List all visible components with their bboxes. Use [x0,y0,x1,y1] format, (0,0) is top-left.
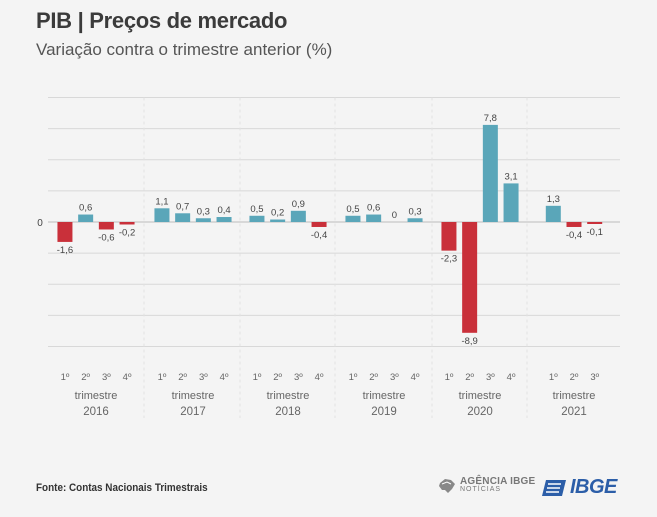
bar-2017-q1 [154,208,170,222]
agencia-brazil-map-icon [439,479,455,493]
data-label-2019-q3: 0 [392,210,397,221]
data-label-2017-q4: 0,4 [217,205,230,216]
bar-2021-q2 [566,222,582,227]
group-prefix-2017: trimestre [172,390,215,402]
data-label-2020-q1: -2,3 [441,254,457,265]
bar-2018-q2 [270,219,286,222]
ibge-wordmark: IBGE [570,476,617,498]
group-prefix-2020: trimestre [459,390,502,402]
tick-label-2016-q1: 1º [61,372,70,383]
group-prefix-2018: trimestre [267,390,310,402]
agencia-label: AGÊNCIA IBGE [460,476,536,487]
data-label-2017-q2: 0,7 [176,201,189,212]
tick-label-2019-q3: 3º [390,372,399,383]
bar-2017-q2 [175,213,191,222]
tick-label-2019-q1: 1º [349,372,358,383]
bar-2019-q2 [366,214,382,222]
group-prefix-2021: trimestre [553,390,596,402]
bar-2020-q3 [482,124,498,222]
group-year-2019: 2019 [371,406,397,418]
data-label-2018-q1: 0,5 [250,204,263,215]
data-label-2020-q3: 7,8 [484,113,497,124]
data-label-2016-q3: -0,6 [98,232,114,243]
data-label-2021-q1: 1,3 [547,194,560,205]
data-label-2021-q2: -0,4 [566,230,582,241]
group-year-2020: 2020 [467,406,493,418]
source-note: Fonte: Contas Nacionais Trimestrais [36,482,208,494]
data-label-2017-q1: 1,1 [155,196,168,207]
chart-title: PIB | Preços de mercado [36,8,288,33]
bar-2017-q4 [216,217,232,222]
data-label-2016-q2: 0,6 [79,203,92,214]
bar-2018-q1 [249,215,265,222]
group-year-2016: 2016 [83,406,109,418]
tick-label-2018-q3: 3º [294,372,303,383]
bar-2020-q1 [441,222,457,251]
tick-label-2018-q1: 1º [253,372,262,383]
tick-label-2017-q3: 3º [199,372,208,383]
data-label-2019-q2: 0,6 [367,203,380,214]
bar-chart: 0 -1,6 1º 0,6 2º -0,6 3º -0,2 4º trimestre 2016 1,1… [37,97,620,418]
bar-2021-q1 [545,205,561,222]
zero-label: 0 [37,218,43,229]
tick-label-2020-q2: 2º [465,372,474,383]
bar-2018-q3 [290,210,306,222]
bar-2018-q4 [311,222,327,227]
tick-label-2017-q1: 1º [158,372,167,383]
group-prefix-2016: trimestre [75,390,118,402]
tick-label-2017-q4: 4º [220,372,229,383]
data-label-2016-q4: -0,2 [119,227,135,238]
tick-label-2020-q3: 3º [486,372,495,383]
bar-2017-q3 [195,218,211,222]
tick-label-2019-q2: 2º [369,372,378,383]
data-label-2017-q3: 0,3 [197,206,210,217]
bar-2019-q4 [407,218,423,222]
data-label-2019-q4: 0,3 [408,206,421,217]
tick-label-2020-q4: 4º [507,372,516,383]
bar-2016-q2 [78,214,94,222]
data-label-2018-q3: 0,9 [292,199,305,210]
bar-2020-q4 [503,183,519,222]
data-label-2019-q1: 0,5 [346,204,359,215]
agencia-ibge-logo: AGÊNCIA IBGE NOTÍCIAS [438,476,536,494]
tick-label-2017-q2: 2º [178,372,187,383]
tick-label-2016-q4: 4º [123,372,132,383]
group-year-2018: 2018 [275,406,301,418]
data-label-2021-q3: -0,1 [587,227,603,238]
chart-subtitle: Variação contra o trimestre anterior (%) [36,40,333,59]
bar-2021-q3 [587,222,603,224]
data-label-2020-q4: 3,1 [504,171,517,182]
tick-label-2021-q1: 1º [549,372,558,383]
tick-label-2021-q2: 2º [570,372,579,383]
data-label-2020-q2: -8,9 [461,336,477,347]
tick-label-2016-q2: 2º [81,372,90,383]
group-year-2021: 2021 [561,406,587,418]
tick-label-2021-q3: 3º [590,372,599,383]
data-label-2018-q2: 0,2 [271,208,284,219]
bar-2016-q3 [98,222,114,230]
group-prefix-2019: trimestre [363,390,406,402]
ibge-logo: IBGE [541,476,617,499]
noticias-label: NOTÍCIAS [460,486,502,493]
bar-2016-q4 [119,222,135,225]
tick-label-2020-q1: 1º [445,372,454,383]
bar-2019-q1 [345,215,361,222]
data-label-2016-q1: -1,6 [57,245,73,256]
group-year-2017: 2017 [180,406,206,418]
data-label-2018-q4: -0,4 [311,230,327,241]
bar-2020-q2 [462,222,478,333]
bar-2016-q1 [57,222,73,242]
tick-label-2016-q3: 3º [102,372,111,383]
tick-label-2018-q2: 2º [273,372,282,383]
tick-label-2018-q4: 4º [315,372,324,383]
tick-label-2019-q4: 4º [411,372,420,383]
ibge-emblem-icon [542,479,566,496]
